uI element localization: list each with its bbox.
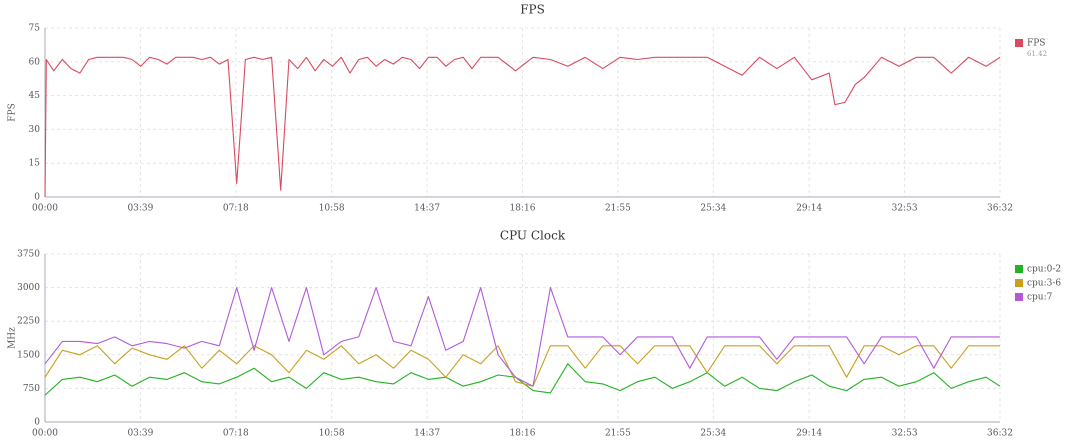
x-tick-label: 10:58 [319, 429, 345, 439]
x-tick-label: 36:32 [987, 204, 1013, 214]
y-tick-label: 2250 [17, 317, 40, 327]
x-tick-label: 00:00 [32, 429, 58, 439]
x-tick-label: 29:14 [796, 429, 822, 439]
y-tick-label: 75 [29, 24, 41, 34]
x-tick-label: 18:16 [510, 204, 536, 214]
y-tick-label: 0 [34, 418, 40, 428]
y-tick-label: 0 [34, 193, 40, 203]
legend-label: cpu:7 [1027, 293, 1053, 303]
x-tick-label: 29:14 [796, 204, 822, 214]
legend-value: 61.42 [1027, 50, 1047, 58]
x-tick-label: 10:58 [319, 204, 345, 214]
chart-title: FPS [520, 3, 545, 17]
x-tick-label: 07:18 [223, 204, 249, 214]
x-tick-label: 36:32 [987, 429, 1013, 439]
legend-label: cpu:0-2 [1027, 265, 1061, 275]
legend-label: FPS [1027, 39, 1045, 49]
x-tick-label: 21:55 [605, 429, 631, 439]
legend-swatch [1015, 279, 1023, 287]
legend-label: cpu:3-6 [1027, 279, 1061, 289]
y-tick-label: 30 [29, 125, 41, 135]
y-tick-label: 3750 [17, 250, 40, 260]
legend-swatch [1015, 293, 1023, 301]
x-tick-label: 07:18 [223, 429, 249, 439]
x-tick-label: 03:39 [127, 204, 153, 214]
y-axis-label: MHz [8, 327, 18, 349]
data-line [44, 287, 1000, 387]
x-tick-label: 25:34 [700, 204, 726, 214]
y-tick-label: 750 [23, 384, 40, 394]
data-line [44, 345, 1000, 387]
legend-swatch [1015, 39, 1023, 47]
x-tick-label: 25:34 [700, 429, 726, 439]
y-tick-label: 15 [29, 159, 41, 169]
x-tick-label: 18:16 [510, 429, 536, 439]
y-tick-label: 60 [29, 57, 41, 67]
x-tick-label: 32:53 [892, 429, 918, 439]
x-tick-label: 21:55 [605, 204, 631, 214]
y-tick-label: 45 [29, 91, 41, 101]
x-tick-label: 03:39 [127, 429, 153, 439]
x-tick-label: 14:37 [414, 204, 440, 214]
x-tick-label: 14:37 [414, 429, 440, 439]
x-tick-label: 32:53 [892, 204, 918, 214]
chart-title: CPU Clock [500, 229, 566, 243]
x-tick-label: 00:00 [32, 204, 58, 214]
legend-swatch [1015, 265, 1023, 273]
y-axis-label: FPS [8, 103, 18, 121]
y-tick-label: 3000 [17, 283, 40, 293]
data-line [44, 56, 1001, 198]
y-tick-label: 1500 [17, 350, 40, 360]
